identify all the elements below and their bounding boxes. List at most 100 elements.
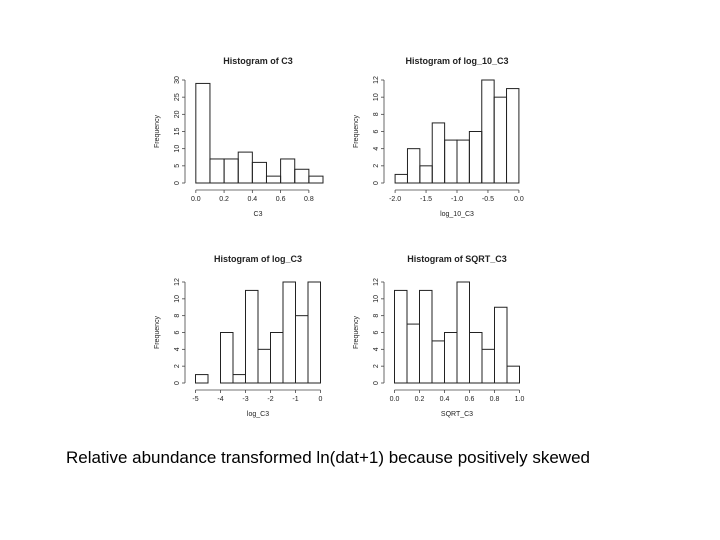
x-tick-label: -5	[192, 396, 198, 403]
y-axis-label: Frequency	[353, 114, 360, 148]
x-tick-label: 0.0	[514, 196, 524, 203]
x-tick-label: -2.0	[389, 196, 401, 203]
chart-title: Histogram of log_10_C3	[405, 56, 508, 66]
x-tick-label: 0.2	[219, 196, 229, 203]
y-tick-label: 0	[373, 381, 380, 385]
histogram-bar	[209, 158, 225, 184]
x-tick-label: 0.6	[276, 196, 286, 203]
x-tick-label: -1	[292, 396, 298, 403]
histogram-bar	[469, 332, 483, 384]
histogram-bar	[431, 340, 445, 384]
histogram-bar	[468, 131, 483, 184]
histogram-bar	[481, 348, 495, 384]
x-tick-label: 0.6	[465, 396, 475, 403]
x-tick-label: 0.8	[490, 396, 500, 403]
histogram-bar	[494, 306, 508, 384]
histogram-bar	[257, 348, 271, 384]
histogram-bar	[282, 281, 296, 384]
x-tick-label: -1.5	[420, 196, 432, 203]
histogram-bar	[265, 175, 282, 184]
y-tick-label: 6	[373, 330, 380, 334]
x-tick-label: -4	[217, 396, 223, 403]
histogram-bar	[280, 158, 296, 184]
y-tick-label: 15	[174, 128, 181, 136]
y-tick-label: 0	[373, 181, 380, 185]
histogram-bar	[223, 158, 239, 184]
x-tick-label: -1.0	[451, 196, 463, 203]
histogram-bar	[506, 88, 520, 184]
histogram-bar	[270, 332, 284, 384]
histogram-bar	[294, 168, 310, 184]
y-tick-label: 0	[174, 381, 181, 385]
histogram-figure: Histogram of C30.0 0.2 0.4 0.6 0.8C305101520…	[154, 56, 525, 418]
x-tick-label: 0.4	[440, 396, 450, 403]
histogram-bar	[419, 289, 433, 384]
y-tick-label: 5	[174, 164, 181, 168]
y-tick-label: 20	[174, 110, 181, 118]
x-axis-label: SQRT_C3	[441, 411, 473, 418]
histogram-bar	[394, 173, 408, 184]
x-axis-label: C3	[254, 211, 263, 218]
histogram-bar	[406, 323, 420, 384]
x-tick-label: 0.0	[390, 396, 400, 403]
histogram-bar	[295, 315, 309, 384]
chart-title: Histogram of log_C3	[214, 254, 302, 264]
histogram-bar	[394, 289, 408, 384]
histogram-bar	[456, 139, 470, 184]
y-tick-label: 8	[373, 112, 380, 116]
y-axis-label: Frequency	[154, 114, 161, 148]
histogram-bar	[220, 332, 234, 384]
y-tick-label: 25	[174, 93, 181, 101]
x-tick-label: 0.8	[304, 196, 314, 203]
y-tick-label: 30	[174, 76, 181, 84]
chart-title: Histogram of C3	[223, 56, 293, 66]
y-tick-label: 8	[373, 314, 380, 318]
x-tick-label: -0.5	[482, 196, 494, 203]
x-tick-label: -3	[242, 396, 248, 403]
y-tick-label: 2	[174, 364, 181, 368]
histogram-bar	[444, 139, 458, 184]
histogram-bar	[237, 151, 253, 184]
y-tick-label: 0	[174, 181, 181, 185]
histogram-bar	[308, 175, 324, 184]
x-tick-label: 0.2	[415, 396, 425, 403]
histogram-bar	[493, 96, 508, 184]
histogram-bar	[481, 79, 495, 184]
y-tick-label: 8	[174, 314, 181, 318]
y-tick-label: 10	[174, 295, 181, 303]
slide-caption: Relative abundance transformed ln(dat+1)…	[66, 448, 590, 467]
y-tick-label: 4	[373, 347, 380, 351]
y-tick-label: 6	[373, 129, 380, 133]
histogram-bar	[406, 148, 421, 184]
x-tick-label: 0.0	[191, 196, 201, 203]
x-tick-label: 1.0	[515, 396, 525, 403]
histogram-bar	[232, 374, 246, 384]
histogram-bar	[251, 161, 267, 184]
y-tick-label: 12	[373, 76, 380, 84]
y-axis-label: Frequency	[154, 315, 161, 349]
x-tick-label: -2	[267, 396, 273, 403]
y-tick-label: 2	[373, 164, 380, 168]
histogram-bar	[444, 332, 458, 384]
y-tick-label: 12	[174, 278, 181, 286]
y-tick-label: 4	[174, 347, 181, 351]
y-tick-label: 4	[373, 147, 380, 151]
y-tick-label: 10	[174, 145, 181, 153]
histogram-bar	[307, 281, 321, 384]
histogram-bar	[195, 374, 209, 384]
chart-title: Histogram of SQRT_C3	[407, 254, 507, 264]
histogram-bar	[419, 165, 433, 184]
histogram-bar	[245, 289, 259, 384]
histogram-bar	[431, 122, 446, 184]
y-tick-label: 6	[174, 330, 181, 334]
y-tick-label: 10	[373, 295, 380, 303]
histogram-bar	[456, 281, 470, 384]
x-axis-label: log_C3	[247, 411, 269, 418]
histogram-bar	[195, 82, 211, 184]
y-tick-label: 10	[373, 93, 380, 101]
y-tick-label: 2	[373, 364, 380, 368]
x-tick-label: 0.4	[247, 196, 257, 203]
y-axis-label: Frequency	[353, 315, 360, 349]
x-axis-label: log_10_C3	[440, 211, 474, 218]
y-tick-label: 12	[373, 278, 380, 286]
